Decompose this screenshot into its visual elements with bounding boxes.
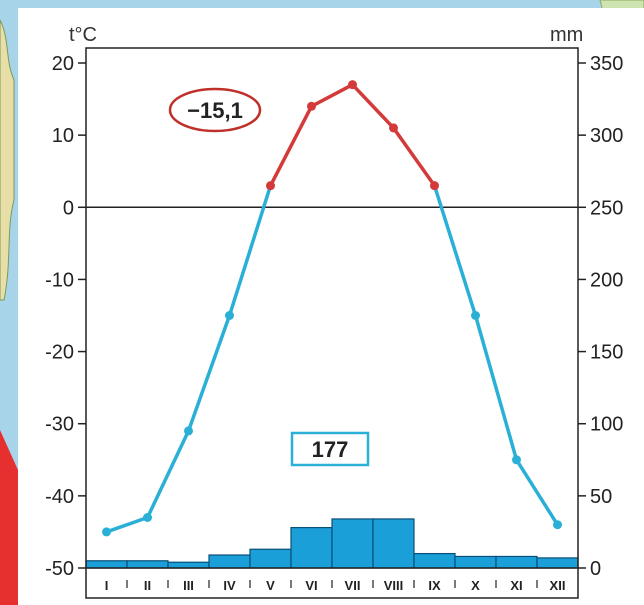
precipitation-unit-label: mm [550,24,583,46]
temperature-point [266,181,275,191]
month-label: II [144,578,151,593]
climate-chart-panel: 20 10 0 -10 -20 -30 -40 -50 350 300 250 200 150 100 50… [18,8,644,605]
precip-bar [167,561,210,569]
month-label: XII [550,578,566,593]
precip-bar [208,554,251,569]
temperature-point [389,123,398,133]
temperature-line-segment [473,313,519,462]
temperature-point [348,80,357,90]
precip-tick-label: 200 [590,269,623,291]
precip-bar [372,518,415,569]
temperature-line-segment [268,104,314,188]
month-label: III [183,578,194,593]
precip-tick-label: 150 [590,342,623,364]
temp-tick-label: 0 [63,197,74,219]
temperature-line-segment [186,313,232,433]
temp-tick-label: -50 [45,558,74,580]
temperature-point [307,101,316,111]
precip-tick-label: 50 [590,486,612,508]
annual-precip-box [290,431,370,467]
temp-tick-label: -40 [45,486,74,508]
annual-mean-temp-label: −15,1 [187,98,243,123]
temperature-line-segment [350,82,396,130]
red-stripe [0,430,18,605]
temperature-point [184,426,193,436]
month-label: IV [223,578,236,593]
month-label: VIII [384,578,404,593]
precip-tick-label: 100 [590,414,623,436]
temperature-unit-label: t°C [69,24,97,46]
precip-tick-label: 0 [590,558,601,580]
temperature-line-segment [309,82,355,109]
precip-bar [536,557,579,569]
month-label: XI [510,578,522,593]
month-label: VII [345,578,361,593]
precip-bar [126,560,169,569]
precip-bar [331,518,374,569]
month-label: X [471,578,480,593]
month-label: I [105,578,109,593]
temperature-point [430,181,439,191]
temperature-line-segment [145,429,191,520]
temperature-point [471,311,480,320]
temp-tick-label: 20 [52,53,74,75]
precip-tick-label: 300 [590,125,623,147]
temp-tick-label: -30 [45,414,74,436]
plot-frame [85,47,579,599]
precip-bar [249,548,292,569]
temperature-point [512,455,521,465]
temperature-line-segment [227,183,273,318]
precip-tick-label: 350 [590,53,623,75]
month-label: VI [305,578,317,593]
precip-bar [495,555,538,569]
precip-tick-label: 250 [590,197,623,219]
precip-bar [413,552,456,569]
precip-bar [454,555,497,569]
temperature-point [102,527,111,537]
temp-tick-label: -20 [45,342,74,364]
precip-bar [85,560,128,569]
annual-precip-label: 177 [312,437,349,462]
temperature-point [143,513,152,522]
month-label: V [266,578,275,593]
precip-bar [290,526,333,569]
temp-tick-label: -10 [45,269,74,291]
annual-mean-temp-ellipse [168,87,262,133]
climate-chart: 20100-10-20-30-40-5035030025020015010050… [45,24,623,599]
temp-tick-label: 10 [52,125,74,147]
temperature-line-segment [432,183,478,318]
temperature-point [553,520,562,530]
temperature-point [225,311,234,320]
temperature-line-segment [391,126,437,188]
temperature-line-segment [514,458,560,527]
month-label: IX [428,578,441,593]
temperature-line-segment [104,515,150,534]
